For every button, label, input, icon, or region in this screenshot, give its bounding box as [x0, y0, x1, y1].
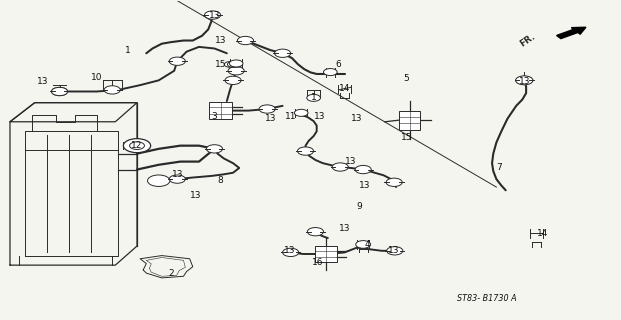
Circle shape	[224, 61, 235, 67]
Text: 3: 3	[212, 113, 217, 122]
Text: FR.: FR.	[519, 32, 537, 49]
FancyBboxPatch shape	[315, 246, 337, 262]
Circle shape	[515, 76, 533, 85]
Circle shape	[297, 147, 314, 155]
Circle shape	[237, 36, 253, 45]
Text: 1: 1	[125, 45, 130, 55]
Text: 9: 9	[356, 202, 361, 211]
FancyBboxPatch shape	[209, 102, 232, 119]
Text: 4: 4	[365, 240, 370, 249]
Circle shape	[283, 248, 299, 257]
Text: 13: 13	[209, 11, 220, 20]
Text: 13: 13	[37, 77, 48, 86]
Circle shape	[170, 175, 185, 183]
Circle shape	[52, 87, 68, 96]
Circle shape	[204, 11, 220, 19]
Text: 14: 14	[537, 229, 548, 238]
Text: 15: 15	[215, 60, 227, 69]
Text: 13: 13	[351, 114, 363, 123]
Circle shape	[355, 165, 371, 174]
Circle shape	[225, 76, 241, 84]
Circle shape	[52, 87, 68, 96]
Text: 13: 13	[265, 114, 276, 123]
Text: 13: 13	[388, 246, 400, 255]
Circle shape	[307, 94, 320, 101]
Circle shape	[227, 61, 238, 67]
Text: 15: 15	[401, 133, 412, 142]
Circle shape	[104, 86, 120, 94]
Text: 7: 7	[497, 164, 502, 172]
Text: 13: 13	[339, 224, 350, 233]
Circle shape	[332, 163, 348, 171]
Circle shape	[130, 142, 145, 149]
Circle shape	[356, 241, 371, 248]
Text: 1: 1	[310, 93, 317, 102]
Circle shape	[386, 178, 402, 187]
FancyBboxPatch shape	[399, 111, 420, 130]
FancyArrow shape	[556, 27, 586, 39]
Circle shape	[206, 145, 222, 153]
Circle shape	[516, 76, 532, 84]
Text: 13: 13	[360, 181, 371, 190]
Circle shape	[148, 175, 170, 187]
Circle shape	[259, 105, 275, 113]
Text: 13: 13	[519, 77, 530, 86]
Circle shape	[124, 139, 151, 153]
Text: 16: 16	[312, 258, 324, 267]
Text: 13: 13	[215, 36, 227, 45]
Circle shape	[170, 57, 185, 65]
Text: 13: 13	[190, 190, 202, 200]
Text: 10: 10	[91, 73, 102, 82]
Text: 12: 12	[131, 141, 143, 150]
Circle shape	[228, 67, 244, 75]
Text: 13: 13	[345, 157, 356, 166]
Text: 8: 8	[218, 176, 224, 185]
Text: 14: 14	[339, 84, 350, 93]
Circle shape	[230, 61, 242, 67]
Text: 5: 5	[404, 74, 409, 83]
Circle shape	[274, 49, 291, 57]
Text: 13: 13	[314, 113, 325, 122]
Circle shape	[307, 228, 324, 236]
Text: 13: 13	[171, 170, 183, 179]
Circle shape	[324, 68, 337, 76]
Text: 13: 13	[284, 246, 296, 255]
Text: ST83- B1730 A: ST83- B1730 A	[457, 294, 517, 303]
Circle shape	[294, 109, 308, 116]
Text: 6: 6	[335, 60, 342, 69]
Circle shape	[387, 247, 403, 255]
Circle shape	[229, 60, 243, 67]
Text: 2: 2	[168, 268, 174, 278]
Text: 11: 11	[285, 113, 296, 122]
